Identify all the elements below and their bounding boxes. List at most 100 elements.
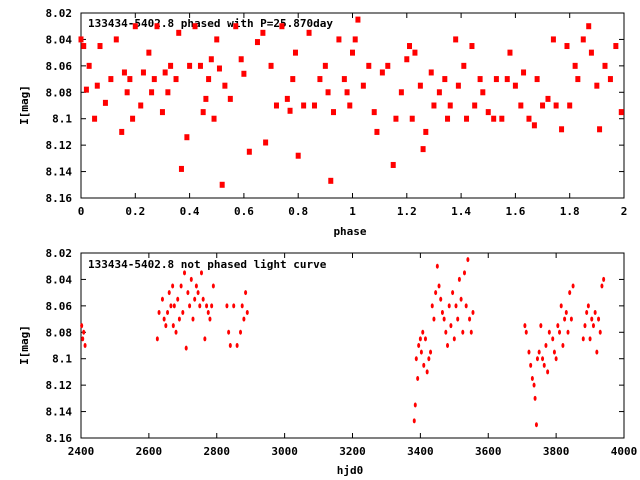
data-point [140, 69, 146, 76]
data-point [82, 329, 86, 335]
data-point [102, 99, 108, 106]
data-point [547, 329, 551, 335]
y-tick-label: 8.12 [46, 379, 73, 392]
data-point [526, 115, 532, 122]
data-point [130, 115, 136, 122]
data-point [203, 95, 209, 102]
data-point [273, 102, 279, 109]
data-point [186, 290, 190, 296]
data-point [330, 109, 336, 116]
data-point [416, 376, 420, 382]
data-point [586, 23, 592, 30]
data-point [191, 316, 195, 322]
data-point [232, 303, 236, 309]
data-point [585, 309, 589, 315]
data-point [341, 76, 347, 83]
data-point [437, 283, 441, 289]
data-point [594, 82, 600, 89]
data-point [113, 36, 119, 43]
data-point [317, 76, 323, 83]
x-tick-label: 4000 [611, 445, 638, 458]
data-point [464, 115, 470, 122]
data-point [588, 336, 592, 342]
data-point [124, 89, 130, 96]
data-point [328, 177, 334, 184]
data-point [598, 329, 602, 335]
data-point [427, 356, 431, 362]
data-point [422, 362, 426, 368]
data-point [194, 283, 198, 289]
data-point [193, 296, 197, 302]
data-point [166, 309, 170, 315]
y-tick-label: 8.14 [46, 406, 73, 419]
data-point [169, 303, 173, 309]
y-tick-label: 8.02 [46, 247, 73, 260]
data-point [440, 309, 444, 315]
data-point [417, 343, 421, 348]
data-point [580, 36, 586, 43]
phased-light-curve-panel: 133434-5402.8 phased with P=25.870day ph… [18, 7, 627, 238]
data-point [159, 109, 165, 116]
data-point [214, 36, 220, 43]
data-point [462, 270, 466, 276]
data-point [287, 107, 293, 114]
data-point [539, 323, 543, 329]
data-point [572, 62, 578, 69]
data-point [468, 316, 472, 322]
data-point [181, 309, 185, 315]
data-point [439, 296, 443, 302]
data-point [390, 161, 396, 168]
data-point [412, 49, 418, 56]
y-tick-label: 8.12 [46, 139, 73, 152]
data-point [94, 82, 100, 89]
chart-title: 133434-5402.8 phased with P=25.870day [88, 17, 333, 30]
data-point [374, 128, 380, 135]
data-point [477, 76, 483, 83]
data-point [533, 395, 537, 401]
data-point [81, 336, 85, 342]
data-point [532, 382, 536, 388]
data-point [551, 336, 555, 342]
data-point [379, 69, 385, 76]
data-point [83, 86, 89, 93]
data-point [428, 69, 434, 76]
data-point [556, 323, 560, 329]
data-point [559, 303, 563, 309]
data-point [121, 69, 127, 76]
data-point [588, 49, 594, 56]
data-point [404, 56, 410, 63]
data-point [205, 303, 209, 309]
data-point [575, 76, 581, 83]
data-point [192, 23, 198, 30]
data-point [336, 36, 342, 43]
y-ticks: 8.02 8.04 8.06 8.08 8.1 8.12 8.14 8.16 [46, 7, 624, 205]
data-point [176, 29, 182, 36]
data-point [597, 126, 603, 133]
data-point [567, 102, 573, 109]
data-point [78, 36, 84, 43]
data-points [80, 257, 606, 428]
data-point [566, 329, 570, 335]
data-point [561, 343, 565, 348]
data-point [168, 62, 174, 69]
data-point [435, 263, 439, 269]
data-point [189, 276, 193, 282]
data-point [602, 62, 608, 69]
data-point [199, 270, 203, 276]
data-point [597, 316, 601, 322]
data-point [421, 329, 425, 335]
data-point [499, 115, 505, 122]
data-point [201, 296, 205, 302]
data-point [540, 102, 546, 109]
data-point [546, 369, 550, 375]
x-ticks: 0 0.2 0.4 0.6 0.8 1 1.2 1.4 1.6 1.8 2 [78, 13, 627, 218]
data-point [242, 316, 246, 322]
data-point [554, 356, 558, 362]
data-point [355, 16, 361, 23]
data-point [80, 323, 84, 329]
data-point [206, 309, 210, 315]
data-point [581, 336, 585, 342]
data-point [600, 283, 604, 289]
data-point [586, 303, 590, 309]
data-point [171, 283, 175, 289]
